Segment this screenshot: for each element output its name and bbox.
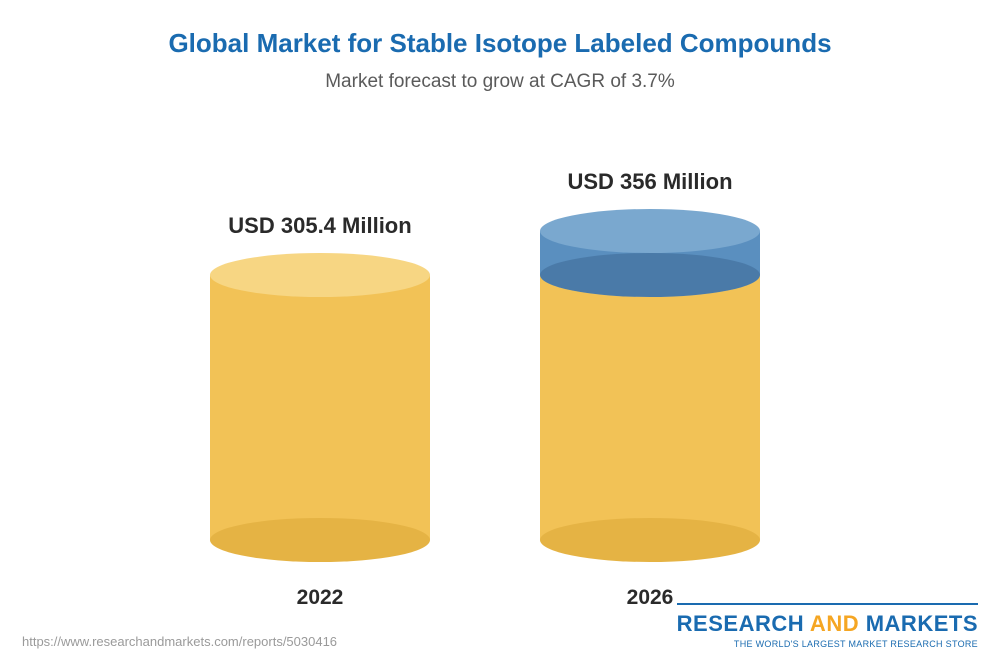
value-label-2026: USD 356 Million: [540, 169, 760, 195]
logo-word-research: RESEARCH: [677, 611, 804, 636]
logo-tagline: THE WORLD'S LARGEST MARKET RESEARCH STOR…: [677, 639, 978, 649]
chart-subtitle: Market forecast to grow at CAGR of 3.7%: [0, 71, 1000, 93]
logo-text: RESEARCH AND MARKETS: [677, 611, 978, 637]
footer: https://www.researchandmarkets.com/repor…: [0, 603, 1000, 649]
chart-area: USD 305.4 Million2022USD 356 Million2026: [0, 120, 1000, 570]
value-label-2022: USD 305.4 Million: [210, 213, 430, 239]
logo-word-and: AND: [804, 611, 866, 636]
logo-word-markets: MARKETS: [866, 611, 978, 636]
cylinder-svg-2026: [540, 207, 760, 564]
logo: RESEARCH AND MARKETS THE WORLD'S LARGEST…: [677, 603, 978, 649]
cylinder-svg-2022: [210, 251, 430, 564]
chart-title: Global Market for Stable Isotope Labeled…: [0, 0, 1000, 59]
source-url: https://www.researchandmarkets.com/repor…: [22, 634, 337, 649]
